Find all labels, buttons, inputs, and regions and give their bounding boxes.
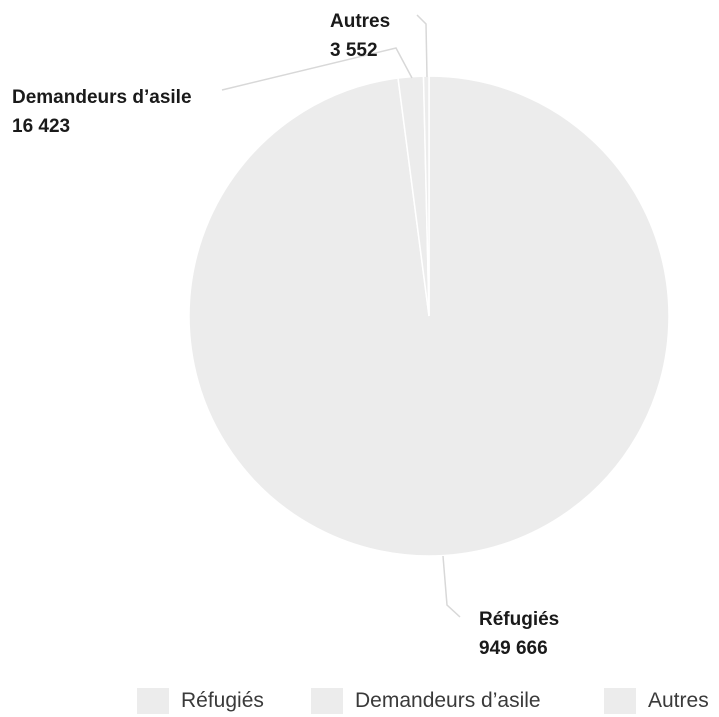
slice-label-value-autres: 3 552 <box>330 40 378 61</box>
legend-item-autres[interactable]: Autres <box>604 686 709 716</box>
slice-label-name-autres: Autres <box>330 11 390 32</box>
leader-lines <box>221 14 461 618</box>
slice-label-value-refugies: 949 666 <box>479 638 548 659</box>
data-labels: Réfugiés 949 666 Demandeurs d’asile 16 4… <box>12 11 559 659</box>
legend-swatch-refugies <box>137 688 169 714</box>
chart-legend: Réfugiés Demandeurs d’asile Autres <box>0 686 719 716</box>
pie-slices <box>188 75 670 557</box>
legend-label-demandeurs: Demandeurs d’asile <box>355 689 541 712</box>
legend-item-demandeurs[interactable]: Demandeurs d’asile <box>311 686 541 716</box>
leader-line-autres <box>416 14 428 78</box>
legend-label-autres: Autres <box>648 689 709 712</box>
leader-line-demandeurs <box>221 47 413 91</box>
leader-line-refugies <box>442 555 461 618</box>
slice-label-name-demandeurs: Demandeurs d’asile <box>12 87 192 108</box>
slice-label-value-demandeurs: 16 423 <box>12 116 70 137</box>
legend-swatch-demandeurs <box>311 688 343 714</box>
legend-item-refugies[interactable]: Réfugiés <box>137 686 264 716</box>
slice-label-name-refugies: Réfugiés <box>479 609 559 630</box>
legend-label-refugies: Réfugiés <box>181 689 264 712</box>
legend-swatch-autres <box>604 688 636 714</box>
